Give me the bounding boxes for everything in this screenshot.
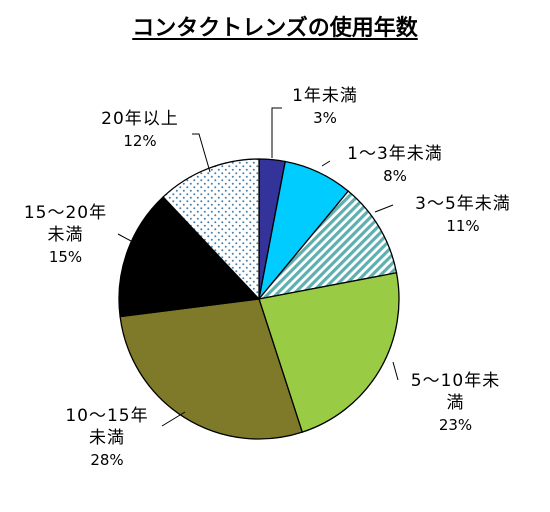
slice-category-label: 15～20年 — [23, 203, 108, 223]
leader-line-1 — [271, 107, 282, 158]
leader-line-4 — [392, 361, 399, 381]
slice-category-label: 1年未満 — [292, 86, 358, 106]
pie-slice-3 — [257, 190, 398, 300]
leader-line-2 — [321, 160, 331, 167]
slice-label-5: 10～15年 未満 28% — [42, 405, 172, 471]
slice-value-label: 28% — [90, 451, 124, 469]
slice-category-label: 未満 — [47, 225, 84, 245]
slice-value-label: 11% — [446, 217, 480, 235]
slice-category-label: 20年以上 — [101, 109, 179, 129]
chart-title: コンタクトレンズの使用年数 — [132, 16, 418, 41]
pie-slice-5 — [119, 298, 304, 440]
slice-value-label: 3% — [313, 109, 337, 127]
slice-category-label: 5～10年未 — [410, 371, 501, 391]
slice-category-label: 1～3年未満 — [347, 144, 443, 164]
pie-slice-4 — [258, 272, 400, 433]
leader-line-7 — [192, 133, 211, 173]
slice-category-label: 満 — [446, 393, 465, 413]
slice-value-label: 23% — [438, 416, 473, 434]
slice-label-3: 3～5年未満 11% — [393, 193, 533, 237]
slice-value-label: 15% — [48, 248, 83, 266]
pie-slice-6 — [118, 196, 261, 318]
slice-value-label: 12% — [123, 132, 157, 150]
slice-value-label: 8% — [383, 167, 407, 185]
slice-category-label: 10～15年 — [65, 406, 149, 426]
slice-label-6: 15～20年 未満 15% — [8, 202, 123, 268]
slice-label-1: 1年未満 3% — [270, 85, 380, 129]
leader-line-5 — [161, 411, 186, 427]
slice-label-2: 1～3年未満 8% — [330, 143, 460, 187]
slice-label-7: 20年以上 12% — [80, 108, 200, 152]
slice-category-label: 3～5年未満 — [415, 194, 511, 214]
slice-label-4: 5～10年未満 23% — [383, 370, 528, 436]
pie-slice-7 — [162, 158, 260, 301]
leader-line-3 — [374, 204, 394, 213]
slice-category-label: 未満 — [89, 428, 125, 448]
leader-line-6 — [117, 233, 132, 242]
